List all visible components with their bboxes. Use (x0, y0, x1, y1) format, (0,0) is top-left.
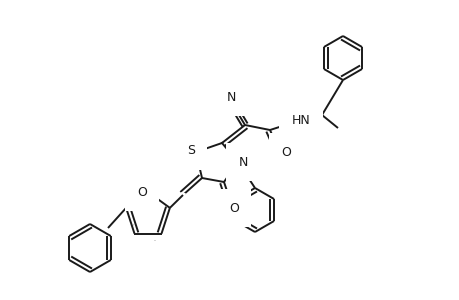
Text: HN: HN (291, 115, 310, 128)
Text: N: N (238, 155, 247, 169)
Text: N: N (226, 91, 235, 103)
Text: O: O (229, 202, 238, 214)
Text: O: O (280, 146, 290, 158)
Text: O: O (137, 185, 146, 199)
Text: S: S (187, 145, 195, 158)
